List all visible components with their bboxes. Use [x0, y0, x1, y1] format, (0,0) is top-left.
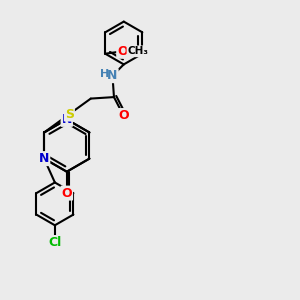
- Text: O: O: [117, 45, 128, 58]
- Text: N: N: [61, 113, 72, 126]
- Text: Cl: Cl: [48, 236, 62, 249]
- Text: N: N: [107, 69, 118, 82]
- Text: O: O: [61, 187, 72, 200]
- Text: O: O: [118, 109, 129, 122]
- Text: H: H: [100, 69, 109, 79]
- Text: CH₃: CH₃: [128, 46, 148, 56]
- Text: S: S: [65, 107, 74, 121]
- Text: N: N: [39, 152, 49, 165]
